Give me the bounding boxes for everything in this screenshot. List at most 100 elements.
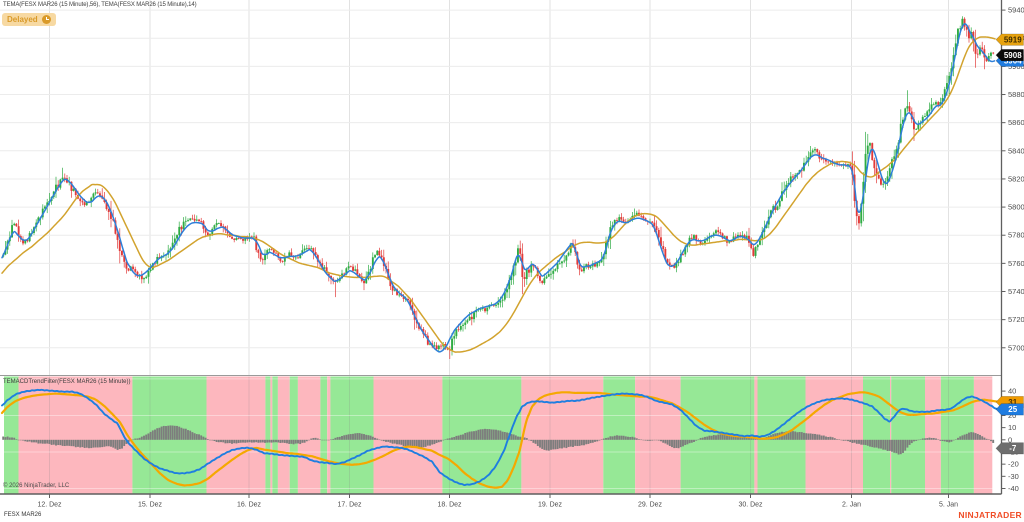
candle-body (61, 177, 64, 180)
histogram-bar (622, 435, 625, 440)
histogram-bar (81, 439, 84, 448)
histogram-bar (158, 427, 161, 440)
candle-body (618, 217, 621, 221)
candle-body (198, 219, 200, 221)
histogram-bar (435, 439, 438, 443)
candle-body (985, 57, 988, 62)
candle-body (686, 245, 689, 247)
candle-body (147, 271, 150, 277)
candle-body (497, 302, 500, 305)
histogram-bar (627, 436, 629, 440)
candle-body (684, 246, 687, 255)
histogram-bar (145, 434, 148, 440)
candle-body (673, 265, 676, 268)
histogram-bar (308, 439, 310, 441)
candle-body (981, 47, 984, 50)
histogram-bar (514, 435, 517, 440)
histogram-bar (935, 438, 937, 440)
instrument-tab[interactable]: FESX MAR26 (4, 512, 42, 518)
histogram-bar (26, 439, 29, 442)
candle-body (946, 83, 948, 90)
histogram-bar (420, 439, 423, 448)
histogram-bar (48, 439, 51, 444)
histogram-bar (928, 437, 931, 440)
histogram-bar (44, 439, 46, 444)
histogram-bar (424, 439, 427, 447)
histogram-bar (479, 429, 482, 440)
candle-body (184, 220, 187, 222)
candle-body (110, 212, 112, 219)
histogram-bar (37, 439, 40, 444)
candle-body (272, 249, 275, 253)
histogram-bar (46, 439, 49, 444)
histogram-bar (917, 439, 920, 441)
candle-body (671, 265, 673, 266)
candle-body (437, 345, 440, 350)
histogram-bar (616, 435, 618, 440)
histogram-bar (990, 439, 992, 442)
histogram-bar (884, 439, 887, 450)
histogram-bar (602, 438, 605, 440)
histogram-bar (624, 436, 627, 440)
candle-body (957, 28, 959, 44)
histogram-bar (132, 439, 134, 441)
candle-body (888, 168, 891, 177)
candle-body (376, 250, 379, 255)
histogram-bar (444, 439, 447, 440)
histogram-bar (270, 439, 273, 443)
histogram-bar (600, 439, 603, 440)
histogram-bar (209, 439, 211, 441)
macd-fast-value-badge-text: 31 (1008, 398, 1017, 407)
candle-body (134, 269, 137, 272)
histogram-bar (464, 432, 467, 440)
candle-body (253, 236, 255, 238)
histogram-bar (261, 439, 264, 443)
date-label: 29. Dez (638, 502, 663, 509)
histogram-bar (277, 439, 280, 443)
histogram-bar (213, 439, 216, 442)
candle-body (393, 289, 396, 291)
histogram-bar (50, 439, 53, 445)
trend-band-pink (521, 376, 604, 494)
candle-body (965, 26, 968, 30)
histogram-bar (41, 439, 44, 444)
candle-body (55, 184, 57, 192)
candle-body (455, 329, 458, 337)
histogram-bar (147, 433, 150, 440)
candle-body (895, 149, 898, 157)
candle-body (169, 248, 172, 251)
candle-body (297, 257, 299, 259)
candle-body (539, 276, 541, 281)
histogram-bar (924, 438, 926, 440)
candle-body (943, 89, 946, 99)
candle-body (345, 268, 348, 275)
candle-body (259, 252, 262, 260)
histogram-bar (8, 437, 11, 440)
candle-body (94, 192, 97, 194)
candle-body (310, 248, 313, 249)
histogram-bar (657, 439, 660, 441)
histogram-bar (565, 439, 568, 449)
histogram-bar (677, 439, 680, 449)
histogram-bar (561, 439, 563, 449)
histogram-bar (204, 437, 207, 440)
histogram-bar (70, 439, 73, 447)
histogram-bar (899, 439, 902, 455)
histogram-bar (400, 439, 403, 445)
candle-body (330, 275, 332, 279)
histogram-bar (842, 439, 845, 441)
trend-band-pink (270, 376, 273, 494)
candle-body (668, 262, 671, 265)
candle-body (347, 266, 350, 269)
histogram-bar (180, 427, 183, 440)
candle-body (453, 336, 456, 339)
histogram-bar (820, 435, 823, 440)
histogram-bar (200, 435, 203, 440)
histogram-bar (369, 435, 372, 440)
candle-body (217, 223, 220, 224)
histogram-bar (466, 432, 469, 440)
candle-body (880, 178, 882, 185)
histogram-bar (829, 436, 832, 440)
histogram-bar (576, 439, 579, 447)
